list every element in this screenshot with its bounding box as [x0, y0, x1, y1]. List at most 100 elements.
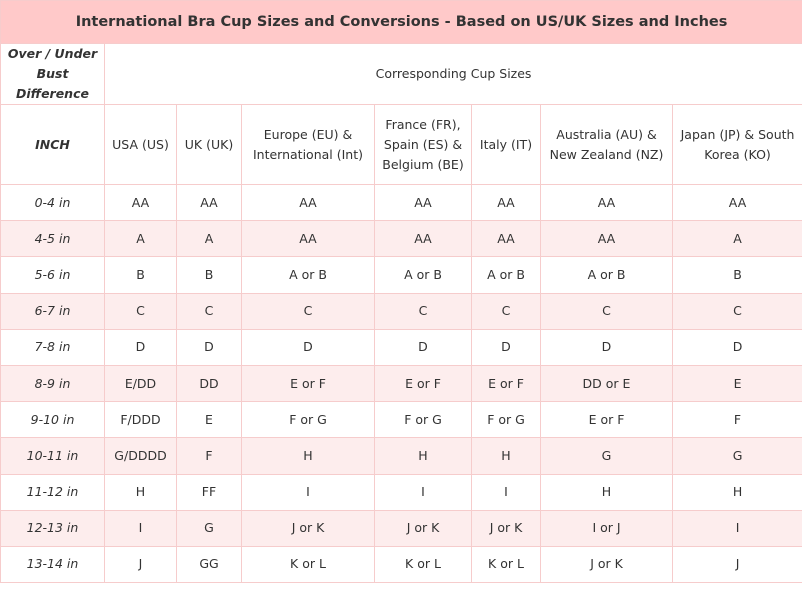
- cell: J: [671, 545, 802, 584]
- row-label: 0-4 in: [0, 183, 105, 222]
- difference-header: Over / Under Bust Difference: [0, 43, 105, 105]
- table-row: 6-7 in C C C C C C C: [0, 292, 802, 330]
- cell: H: [104, 473, 177, 511]
- row-label: 7-8 in: [0, 328, 105, 366]
- cell: GG: [176, 545, 242, 584]
- cell: AA: [374, 220, 472, 258]
- cell: K or L: [374, 545, 472, 584]
- cell: I: [671, 509, 802, 547]
- table-row: 10-11 in G/DDDD F H H H G G: [0, 437, 802, 475]
- row-label: 12-13 in: [0, 509, 105, 547]
- cell: C: [176, 292, 242, 330]
- table-title: International Bra Cup Sizes and Conversi…: [0, 0, 802, 44]
- cell: H: [241, 437, 375, 475]
- cell: H: [540, 473, 673, 511]
- cell: D: [104, 328, 177, 366]
- cell: J or K: [471, 509, 541, 547]
- table-row: 11-12 in H FF I I I H H: [0, 473, 802, 511]
- cell: D: [374, 328, 472, 366]
- cell: C: [671, 292, 802, 330]
- cell: I: [241, 473, 375, 511]
- cell: A: [176, 220, 242, 258]
- cell: I or J: [540, 509, 673, 547]
- cell: F: [671, 401, 802, 439]
- row-label: 5-6 in: [0, 256, 105, 294]
- cell: E or F: [374, 364, 472, 403]
- cell: C: [471, 292, 541, 330]
- cell: DD: [176, 364, 242, 403]
- cell: AA: [471, 183, 541, 222]
- cell: A or B: [374, 256, 472, 294]
- cell: J or K: [540, 545, 673, 584]
- cell: K or L: [241, 545, 375, 584]
- row-label: 9-10 in: [0, 401, 105, 439]
- row-label: 8-9 in: [0, 364, 105, 403]
- cell: F/DDD: [104, 401, 177, 439]
- column-header: Japan (JP) & South Korea (KO): [671, 104, 802, 185]
- cell: G: [671, 437, 802, 475]
- cell: C: [374, 292, 472, 330]
- table-row: 0-4 in AA AA AA AA AA AA AA: [0, 183, 802, 222]
- cell: I: [471, 473, 541, 511]
- cell: C: [241, 292, 375, 330]
- cell: D: [241, 328, 375, 366]
- cell: AA: [241, 183, 375, 222]
- column-header: Italy (IT): [471, 104, 541, 185]
- cell: K or L: [471, 545, 541, 584]
- cell: B: [671, 256, 802, 294]
- cell: I: [104, 509, 177, 547]
- cell: J or K: [374, 509, 472, 547]
- cell: E: [176, 401, 242, 439]
- column-header: Australia (AU) & New Zealand (NZ): [540, 104, 673, 185]
- cell: H: [671, 473, 802, 511]
- cell: F or G: [241, 401, 375, 439]
- table-row: 4-5 in A A AA AA AA AA A: [0, 220, 802, 258]
- row-label: 10-11 in: [0, 437, 105, 475]
- column-header: INCH: [0, 104, 105, 185]
- column-header: USA (US): [104, 104, 177, 185]
- cell: E/DD: [104, 364, 177, 403]
- cell: E or F: [241, 364, 375, 403]
- cell: J or K: [241, 509, 375, 547]
- cell: A: [671, 220, 802, 258]
- table-row: 7-8 in D D D D D D D: [0, 328, 802, 366]
- cell: D: [671, 328, 802, 366]
- cell: B: [104, 256, 177, 294]
- cell: F: [176, 437, 242, 475]
- cell: J: [104, 545, 177, 584]
- cell: A or B: [241, 256, 375, 294]
- cell: F or G: [471, 401, 541, 439]
- cell: AA: [104, 183, 177, 222]
- cell: E or F: [540, 401, 673, 439]
- cell: C: [540, 292, 673, 330]
- cell: FF: [176, 473, 242, 511]
- cell: G: [176, 509, 242, 547]
- cell: D: [540, 328, 673, 366]
- cell: AA: [671, 183, 802, 222]
- cell: H: [471, 437, 541, 475]
- row-label: 4-5 in: [0, 220, 105, 258]
- cell: AA: [540, 220, 673, 258]
- cell: DD or E: [540, 364, 673, 403]
- cell: B: [176, 256, 242, 294]
- cell: E: [671, 364, 802, 403]
- column-header: UK (UK): [176, 104, 242, 185]
- cell: D: [176, 328, 242, 366]
- column-header: France (FR), Spain (ES) & Belgium (BE): [374, 104, 472, 185]
- cell: F or G: [374, 401, 472, 439]
- cell: AA: [176, 183, 242, 222]
- cell: A or B: [540, 256, 673, 294]
- cell: AA: [241, 220, 375, 258]
- row-label: 6-7 in: [0, 292, 105, 330]
- cell: AA: [471, 220, 541, 258]
- cell: H: [374, 437, 472, 475]
- cell: D: [471, 328, 541, 366]
- cell: AA: [540, 183, 673, 222]
